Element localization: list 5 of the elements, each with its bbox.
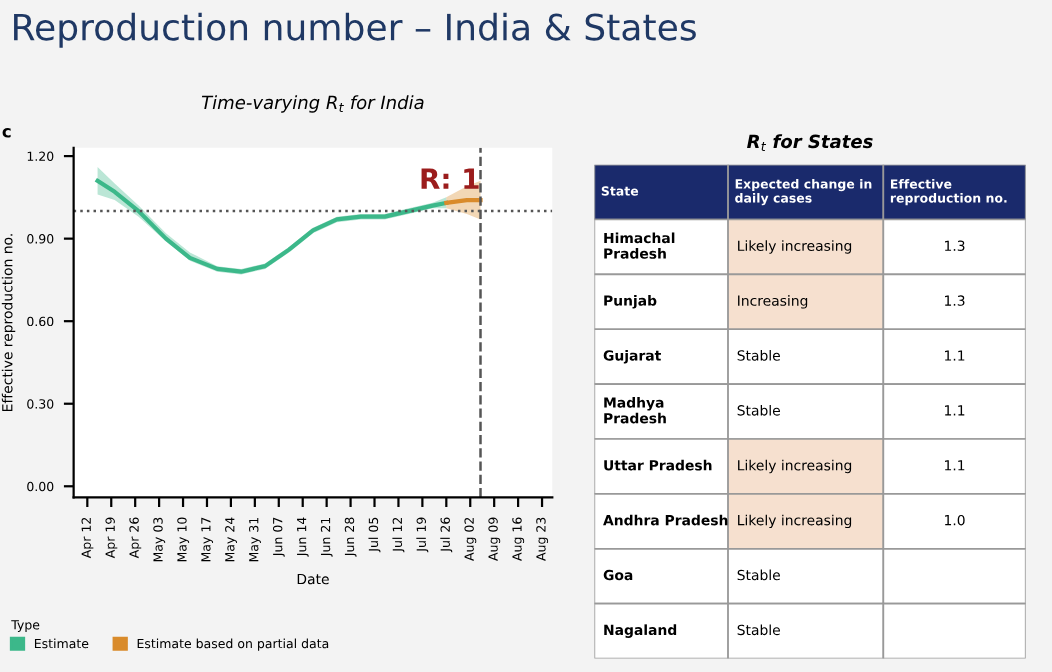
text: c [2, 128, 11, 138]
chart-subtitle: Time-varying R$_{t}$ for India [201, 95, 424, 113]
text: R$_{t}$ for States [747, 134, 873, 151]
ref-line-label: R: 1 [421, 168, 479, 189]
chart-title: Reproduction number – India & States [14, 12, 696, 48]
